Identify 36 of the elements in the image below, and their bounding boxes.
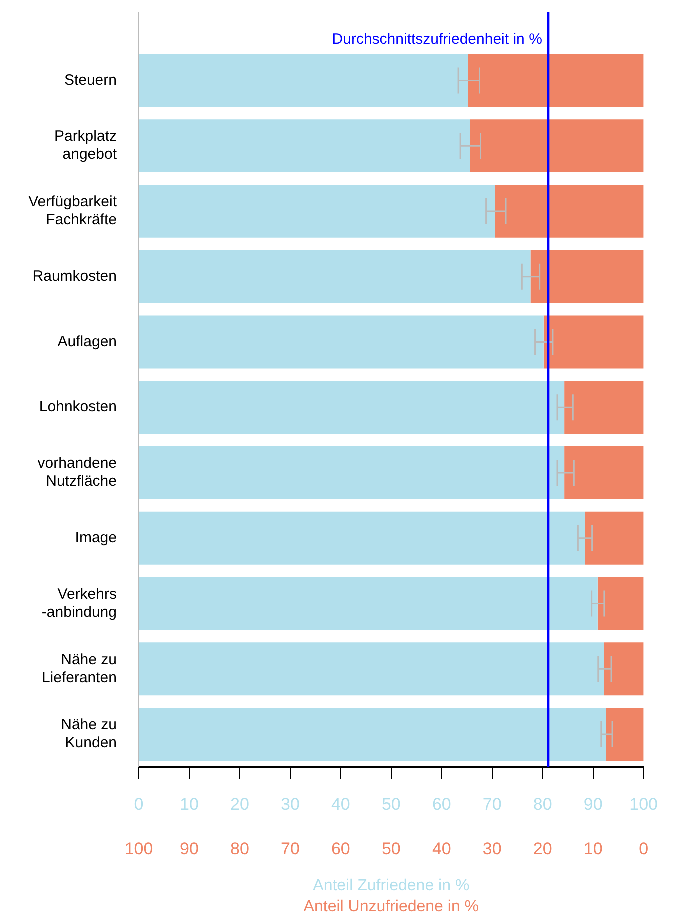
x2-tick-label: 10 bbox=[584, 839, 603, 858]
x-axis-title: Anteil Zufriedene in % bbox=[313, 877, 470, 894]
y-tick-label: Nähe zu Kunden bbox=[61, 716, 117, 752]
y-tick-label: Raumkosten bbox=[32, 268, 117, 285]
y-tick-label: Lohnkosten bbox=[39, 398, 117, 416]
x-tick-label: 10 bbox=[180, 795, 199, 814]
x2-tick-label: 0 bbox=[639, 839, 649, 858]
x-tick-label: 40 bbox=[331, 795, 350, 814]
y-tick-label: vorhandene Nutzfläche bbox=[38, 455, 117, 490]
x-tick-label: 20 bbox=[230, 795, 250, 814]
x-tick-label: 80 bbox=[533, 795, 552, 814]
x-tick-label: 30 bbox=[280, 795, 300, 814]
y-tick-label: Verfügbarkeit Fachkräfte bbox=[28, 194, 118, 229]
x2-tick-label: 50 bbox=[382, 839, 401, 858]
x-tick-label: 70 bbox=[482, 795, 502, 814]
x2-tick-label: 80 bbox=[230, 839, 250, 858]
x2-tick-label: 40 bbox=[432, 839, 452, 858]
y-tick-label: Nähe zu Lieferanten bbox=[42, 651, 117, 686]
ref-line-label: Durchschnittszufriedenheit in % bbox=[332, 31, 542, 48]
y-tick-label: Verkehrs -anbindung bbox=[42, 586, 117, 621]
x-tick-label: 50 bbox=[382, 795, 401, 814]
x2-tick-label: 100 bbox=[124, 839, 154, 858]
y-tick-label: Parkplatz angebot bbox=[54, 128, 118, 164]
x-tick-label: 90 bbox=[584, 795, 603, 814]
x2-tick-label: 60 bbox=[331, 839, 350, 858]
y-tick-label: Image bbox=[75, 530, 117, 547]
y-tick-label: Steuern bbox=[64, 72, 117, 89]
x2-tick-label: 30 bbox=[482, 839, 502, 858]
y-tick-label: Auflagen bbox=[58, 333, 117, 350]
x2-tick-label: 90 bbox=[180, 839, 199, 858]
x-tick-label: 100 bbox=[630, 795, 658, 814]
x2-axis-title: Anteil Unzufriedene in % bbox=[304, 898, 480, 916]
x-tick-label: 0 bbox=[134, 795, 144, 814]
x-tick-label: 60 bbox=[432, 795, 452, 814]
x2-tick-label: 20 bbox=[533, 839, 552, 858]
x2-tick-label: 70 bbox=[280, 839, 300, 858]
